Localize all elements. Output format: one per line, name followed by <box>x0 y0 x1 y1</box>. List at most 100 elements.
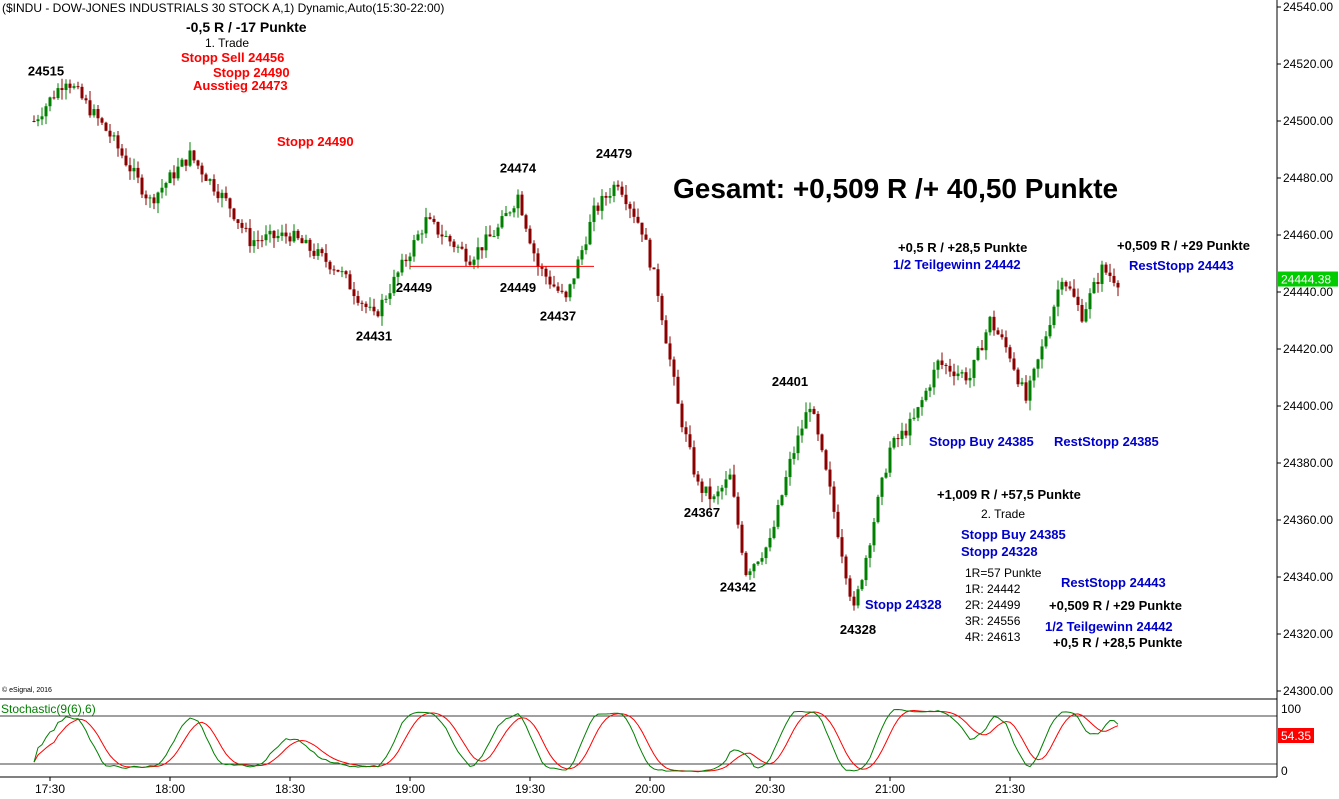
price-tick-label: 24460.00 <box>1283 228 1333 242</box>
candle-body <box>124 155 128 166</box>
candle <box>968 368 972 388</box>
candle <box>1080 298 1084 323</box>
candle <box>1108 263 1112 283</box>
candle <box>852 591 856 611</box>
annotation-stopp-sell: Stopp Sell 24456 <box>181 50 284 65</box>
candle <box>352 282 356 305</box>
candle <box>1000 329 1004 340</box>
candle <box>512 205 516 218</box>
candle <box>360 300 364 312</box>
candle-body <box>664 320 668 344</box>
candle-body <box>108 130 112 137</box>
candle-body <box>940 360 944 365</box>
candle-body <box>976 347 980 360</box>
candle-body <box>152 197 156 204</box>
candle-body <box>372 306 376 312</box>
annotation-stopp-24328-b: Stopp 24328 <box>865 597 942 612</box>
candle <box>616 180 620 191</box>
candle <box>500 210 504 229</box>
candle-body <box>216 191 220 199</box>
candle-body <box>740 524 744 553</box>
candle <box>1100 260 1104 292</box>
candle-body <box>772 526 776 538</box>
candle <box>940 352 944 370</box>
candle <box>656 263 660 302</box>
stochastic-label: Stochastic(9(6),6) <box>1 702 96 716</box>
candle-body <box>164 183 168 188</box>
candle <box>240 219 244 234</box>
r-level-3: 3R: 24556 <box>965 614 1021 628</box>
candle-body <box>1116 282 1120 288</box>
candle-body <box>728 474 732 480</box>
candle <box>780 494 784 507</box>
candle-body <box>476 247 480 260</box>
candle <box>416 230 420 241</box>
candle <box>44 103 48 125</box>
candle <box>540 263 544 277</box>
candle <box>1032 367 1036 388</box>
candle-body <box>1100 264 1104 284</box>
candle <box>436 221 440 239</box>
candle-body <box>632 208 636 217</box>
candle <box>672 356 676 386</box>
candle-body <box>444 235 448 237</box>
candle-body <box>36 119 40 122</box>
candle-body <box>1080 304 1084 322</box>
candle-body <box>172 172 176 179</box>
candle-body <box>156 192 160 204</box>
candle-body <box>396 272 400 277</box>
candle-body <box>996 330 1000 335</box>
candle-body <box>708 486 712 500</box>
annotation-trade1-result: -0,5 R / -17 Punkte <box>186 19 307 35</box>
candle-body <box>88 100 92 116</box>
annotation-trade1-label: 1. Trade <box>205 36 249 50</box>
candle <box>452 239 456 253</box>
candle-body <box>72 86 76 88</box>
candle <box>472 256 476 270</box>
candle <box>1104 262 1108 275</box>
candle-body <box>720 487 724 492</box>
candle <box>72 83 76 90</box>
candle <box>696 471 700 486</box>
candle <box>1024 375 1028 404</box>
candle-body <box>600 195 604 211</box>
candle <box>60 78 64 100</box>
candle-body <box>508 212 512 214</box>
candle <box>1072 279 1076 298</box>
candle-body <box>968 377 972 381</box>
copyright-label: © eSignal, 2016 <box>2 686 52 694</box>
candle-body <box>428 217 432 219</box>
annotation-partial-profit-result-a: +0,5 R / +28,5 Punkte <box>898 240 1027 255</box>
candle <box>784 470 788 498</box>
last-price-label: 24444.38 <box>1281 273 1331 287</box>
candle <box>1116 280 1120 297</box>
candle <box>928 384 932 398</box>
candle <box>760 552 764 565</box>
candle <box>400 253 404 276</box>
annotation-rest-result-b: +0,509 R / +29 Punkte <box>1049 598 1182 613</box>
candle <box>136 161 140 184</box>
candle-body <box>408 256 412 262</box>
candle <box>912 408 916 421</box>
candle <box>280 224 284 241</box>
time-tick-label: 20:30 <box>755 782 785 796</box>
candle <box>1028 375 1032 411</box>
candle-body <box>32 121 36 122</box>
candle <box>104 121 108 132</box>
candle <box>424 207 428 238</box>
candle-body <box>352 289 356 297</box>
candle <box>668 336 672 367</box>
candle <box>32 115 36 123</box>
time-axis: 17:30 18:00 18:30 19:00 19:30 20:00 20:30 21:00… <box>35 777 1025 796</box>
candle-body <box>120 148 124 156</box>
candle-body <box>136 167 140 178</box>
candle <box>160 179 164 199</box>
candle-body <box>112 135 116 137</box>
candle-body <box>828 469 832 487</box>
candle-body <box>544 268 548 277</box>
candle-body <box>52 97 56 99</box>
candle <box>1056 280 1060 317</box>
candle <box>120 144 124 159</box>
candle <box>888 441 892 477</box>
candle-body <box>748 571 752 575</box>
